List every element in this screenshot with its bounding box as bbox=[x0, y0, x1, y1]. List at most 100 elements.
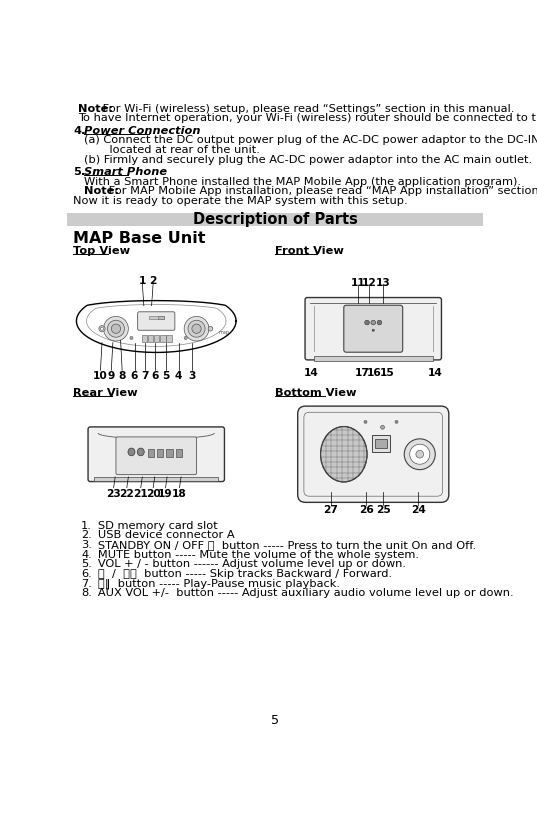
Text: 7: 7 bbox=[142, 371, 149, 381]
Text: 9: 9 bbox=[108, 371, 115, 381]
Text: 8: 8 bbox=[119, 371, 126, 381]
Bar bbox=[142, 335, 147, 342]
Bar bbox=[95, 477, 218, 480]
Ellipse shape bbox=[184, 316, 209, 341]
Bar bbox=[375, 439, 387, 448]
Text: 1.: 1. bbox=[81, 521, 92, 531]
Text: MUTE button ----- Mute the volume of the whole system.: MUTE button ----- Mute the volume of the… bbox=[88, 550, 419, 559]
Text: 5.: 5. bbox=[74, 167, 85, 177]
Text: For MAP Mobile App installation, please read “MAP App installation” section in  : For MAP Mobile App installation, please … bbox=[105, 186, 537, 196]
Text: Note:: Note: bbox=[84, 186, 119, 196]
Bar bbox=[149, 316, 164, 320]
Text: 18: 18 bbox=[172, 489, 187, 499]
Ellipse shape bbox=[410, 444, 430, 464]
Ellipse shape bbox=[416, 451, 424, 458]
Text: 20: 20 bbox=[146, 489, 161, 499]
Text: ⏭‖  button ----- Play-Pause music playback.: ⏭‖ button ----- Play-Pause music playbac… bbox=[88, 578, 340, 589]
Text: Bottom View: Bottom View bbox=[275, 388, 357, 398]
Text: 5: 5 bbox=[163, 371, 170, 381]
Ellipse shape bbox=[364, 420, 367, 424]
Text: MAP Base Unit: MAP Base Unit bbox=[74, 231, 206, 246]
FancyBboxPatch shape bbox=[305, 297, 441, 360]
Text: 3.: 3. bbox=[81, 540, 92, 550]
Ellipse shape bbox=[192, 324, 201, 334]
Bar bbox=[148, 335, 153, 342]
Text: 6.: 6. bbox=[81, 569, 92, 579]
Text: 23: 23 bbox=[106, 489, 121, 499]
Bar bbox=[176, 449, 182, 456]
Bar bbox=[67, 213, 483, 227]
Text: 8.: 8. bbox=[81, 588, 92, 598]
Ellipse shape bbox=[381, 425, 384, 429]
Text: 27: 27 bbox=[323, 505, 338, 516]
Text: located at rear of the unit.: located at rear of the unit. bbox=[84, 145, 260, 155]
Ellipse shape bbox=[208, 326, 213, 331]
Text: 26: 26 bbox=[359, 505, 374, 516]
Text: 11: 11 bbox=[350, 279, 365, 288]
Text: 12: 12 bbox=[362, 279, 377, 288]
Text: 14: 14 bbox=[428, 368, 442, 378]
Text: VOL + / - button ------ Adjust volume level up or down.: VOL + / - button ------ Adjust volume le… bbox=[88, 559, 407, 569]
Ellipse shape bbox=[137, 448, 144, 456]
Text: SD memory card slot: SD memory card slot bbox=[88, 521, 218, 531]
Ellipse shape bbox=[104, 316, 128, 341]
Ellipse shape bbox=[111, 324, 121, 334]
Ellipse shape bbox=[365, 321, 369, 325]
Bar bbox=[154, 335, 159, 342]
Text: 3: 3 bbox=[188, 371, 195, 381]
Bar bbox=[157, 449, 163, 456]
FancyBboxPatch shape bbox=[116, 437, 197, 475]
Text: ⏮  /  ⏭⏭  button ----- Skip tracks Backward / Forward.: ⏮ / ⏭⏭ button ----- Skip tracks Backward… bbox=[88, 569, 393, 579]
Text: 4: 4 bbox=[175, 371, 183, 381]
Text: 5: 5 bbox=[271, 714, 279, 728]
Text: 15: 15 bbox=[380, 368, 395, 378]
Bar bbox=[166, 335, 172, 342]
Ellipse shape bbox=[371, 321, 375, 325]
Text: 21: 21 bbox=[133, 489, 148, 499]
Text: 1: 1 bbox=[139, 276, 146, 287]
Bar bbox=[314, 356, 433, 362]
Bar bbox=[372, 435, 390, 452]
Text: 2: 2 bbox=[149, 276, 157, 287]
Text: 5.: 5. bbox=[81, 559, 92, 569]
Text: With a Smart Phone installed the MAP Mobile App (the application program).: With a Smart Phone installed the MAP Mob… bbox=[84, 176, 521, 187]
Ellipse shape bbox=[372, 329, 374, 331]
Bar bbox=[166, 449, 172, 456]
Ellipse shape bbox=[184, 336, 187, 339]
Text: 14: 14 bbox=[304, 368, 318, 378]
Text: 19: 19 bbox=[158, 489, 173, 499]
Text: 16: 16 bbox=[367, 368, 381, 378]
Ellipse shape bbox=[188, 321, 205, 337]
Bar bbox=[148, 449, 154, 456]
Text: Front View: Front View bbox=[275, 246, 344, 256]
Text: 6: 6 bbox=[131, 371, 138, 381]
Text: (b) Firmly and securely plug the AC-DC power adaptor into the AC main outlet.: (b) Firmly and securely plug the AC-DC p… bbox=[84, 155, 532, 165]
Text: 4.: 4. bbox=[74, 125, 86, 136]
Ellipse shape bbox=[100, 327, 104, 330]
Ellipse shape bbox=[128, 448, 135, 456]
Text: 24: 24 bbox=[411, 505, 426, 516]
Text: 25: 25 bbox=[376, 505, 391, 516]
Text: STANDBY ON / OFF ⏼  button ----- Press to turn the unit On and Off.: STANDBY ON / OFF ⏼ button ----- Press to… bbox=[88, 540, 476, 550]
Text: 7.: 7. bbox=[81, 578, 92, 588]
Text: USB device connector A: USB device connector A bbox=[88, 531, 235, 541]
Ellipse shape bbox=[107, 321, 125, 337]
Text: map: map bbox=[218, 330, 229, 335]
Text: Smart Phone: Smart Phone bbox=[84, 167, 168, 177]
Text: 10: 10 bbox=[93, 371, 108, 381]
Text: Description of Parts: Description of Parts bbox=[193, 213, 358, 227]
Text: 6: 6 bbox=[152, 371, 159, 381]
Text: To have Internet operation, your Wi-Fi (wireless) router should be connected to : To have Internet operation, your Wi-Fi (… bbox=[78, 113, 537, 123]
Bar bbox=[158, 316, 164, 320]
Ellipse shape bbox=[99, 325, 105, 332]
Bar bbox=[160, 335, 165, 342]
Text: Now it is ready to operate the MAP system with this setup.: Now it is ready to operate the MAP syste… bbox=[74, 196, 408, 206]
Text: (a) Connect the DC output power plug of the AC-DC power adaptor to the DC-IN soc: (a) Connect the DC output power plug of … bbox=[84, 135, 537, 145]
Text: 4.: 4. bbox=[81, 550, 92, 559]
Text: For Wi-Fi (wireless) setup, please read “Settings” section in this manual.: For Wi-Fi (wireless) setup, please read … bbox=[99, 104, 514, 114]
Text: 17: 17 bbox=[355, 368, 370, 378]
Text: Note:: Note: bbox=[78, 104, 113, 114]
FancyBboxPatch shape bbox=[137, 311, 175, 330]
Text: 22: 22 bbox=[119, 489, 134, 499]
Text: Rear View: Rear View bbox=[74, 388, 138, 398]
